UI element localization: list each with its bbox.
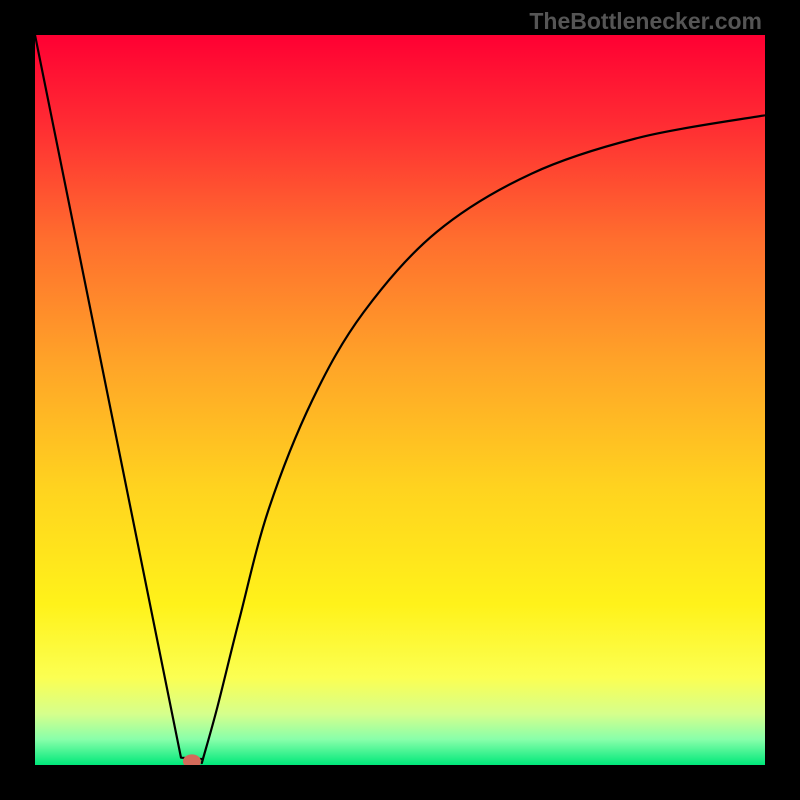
plot-area — [35, 35, 765, 765]
gradient-background — [35, 35, 765, 765]
watermark-text: TheBottlenecker.com — [529, 8, 762, 35]
chart-svg — [35, 35, 765, 765]
